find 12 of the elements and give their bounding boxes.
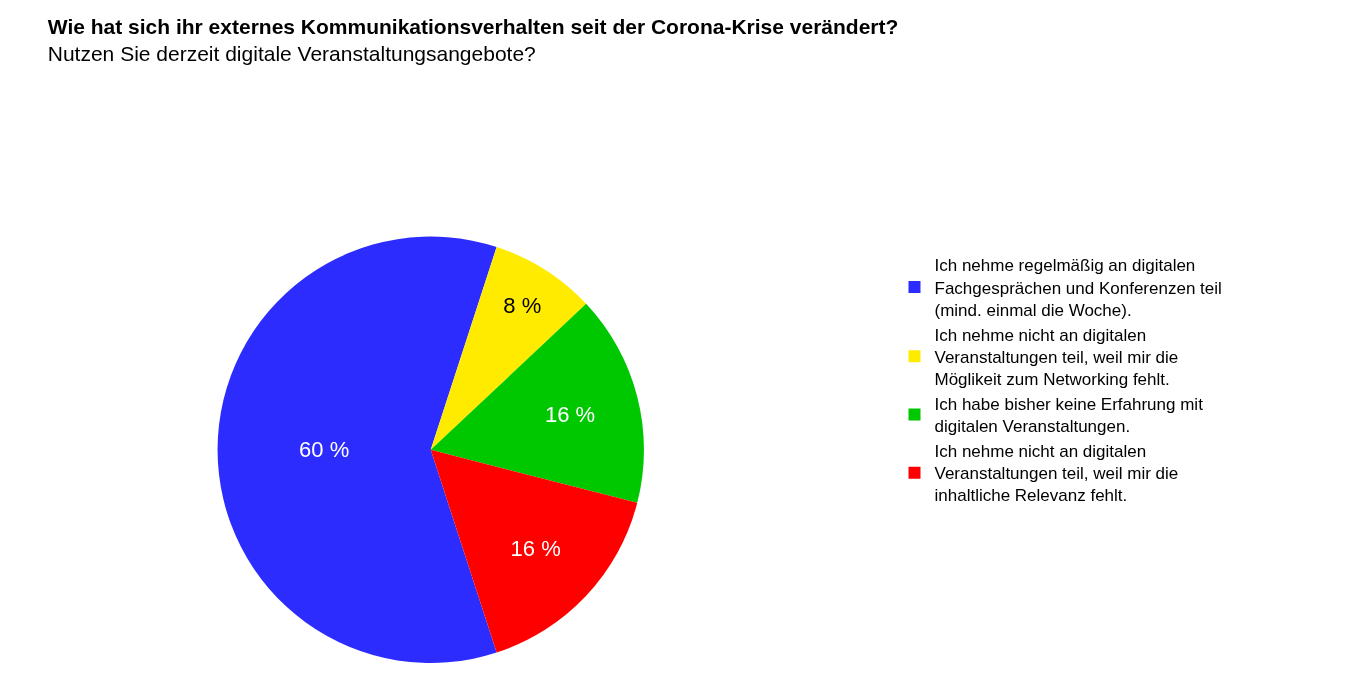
legend-label: Ich habe bisher keine Erfahrung mit digitalen Veranstaltungen.: [934, 395, 1204, 437]
pie-slice: [430, 449, 638, 653]
legend-label: Ich nehme nicht an digitalen Veranstaltungen teil, weil mir die Möglikeit zum Networking fehlt.: [934, 325, 1179, 389]
chart-subtitle: Nutzen Sie derzeit digitale Veranstaltungsangebote?: [47, 42, 536, 66]
data-label: 60 %: [299, 437, 350, 463]
data-label: 8 %: [503, 293, 542, 319]
data-label: 16 %: [510, 535, 561, 561]
pie-slice: [218, 236, 497, 663]
chart-title: Wie hat sich ihr externes Kommunikationsverhalten seit der Corona-Krise verändert?: [47, 15, 899, 39]
legend-label: Ich nehme nicht an digitalen Veranstaltungen teil, weil mir die inhaltliche Relevanz fehlt.: [934, 442, 1179, 506]
data-label: 16 %: [545, 401, 596, 427]
legend-label: Ich nehme regelmäßig an digitalen Fachgesprächen und Konferenzen teil (mind. einmal die Woche).: [934, 256, 1222, 320]
